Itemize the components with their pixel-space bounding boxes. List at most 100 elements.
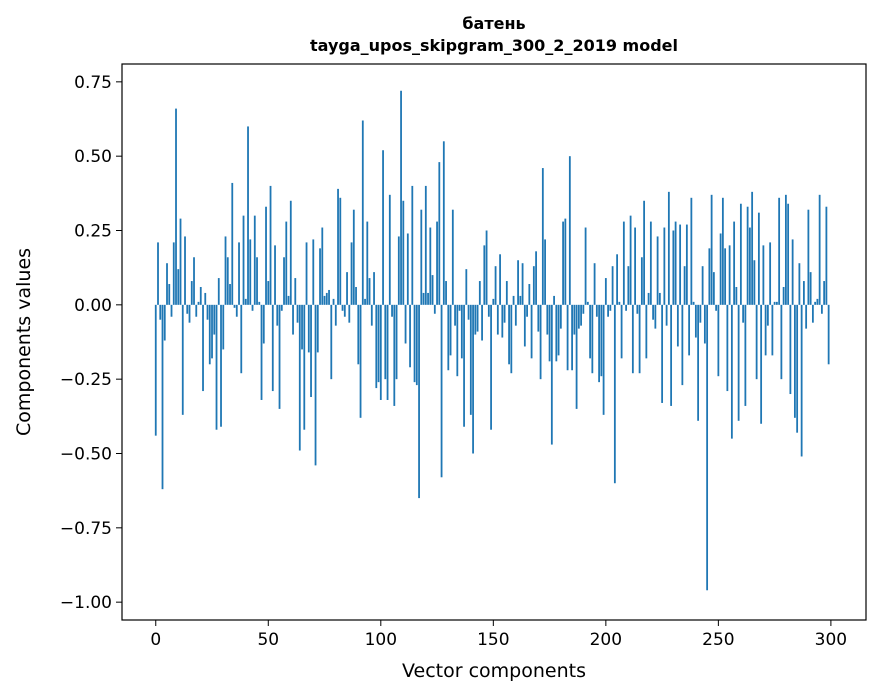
- bar: [206, 304, 209, 320]
- y-tick-label: −0.25: [60, 370, 112, 390]
- bar: [600, 304, 603, 377]
- bar: [814, 301, 817, 305]
- bar: [485, 230, 488, 305]
- bar: [193, 257, 195, 305]
- bar: [771, 304, 774, 356]
- bar: [330, 304, 333, 380]
- bar: [778, 197, 781, 305]
- bar: [580, 304, 582, 326]
- bar: [681, 304, 684, 386]
- bar: [244, 298, 247, 305]
- bar: [404, 304, 407, 344]
- bar: [445, 281, 447, 305]
- bar: [226, 257, 229, 305]
- bar: [748, 227, 751, 305]
- bar: [800, 304, 803, 457]
- bar: [791, 239, 794, 305]
- bar: [397, 236, 400, 305]
- bar: [370, 304, 373, 326]
- bar: [359, 304, 362, 418]
- bar: [811, 304, 814, 323]
- x-tick-label: 100: [365, 630, 397, 650]
- bar: [739, 203, 742, 305]
- bar: [163, 304, 166, 341]
- bar: [269, 185, 272, 305]
- x-tick-label: 0: [150, 630, 161, 650]
- bar: [161, 304, 164, 490]
- bar: [710, 194, 713, 305]
- bar: [420, 209, 423, 305]
- bar: [751, 191, 754, 305]
- bar: [562, 221, 564, 305]
- bar: [726, 304, 729, 392]
- bar: [535, 251, 537, 305]
- bar: [409, 304, 411, 368]
- bar: [769, 242, 772, 305]
- bar: [215, 304, 218, 430]
- y-tick-label: −0.50: [60, 444, 112, 464]
- bar: [501, 304, 504, 338]
- bar: [195, 304, 198, 317]
- bar: [478, 281, 481, 305]
- bar: [154, 304, 157, 436]
- bar: [172, 242, 175, 305]
- bar: [199, 286, 202, 305]
- bar: [672, 230, 675, 305]
- bar: [298, 304, 301, 451]
- bar: [706, 304, 709, 591]
- bar: [375, 304, 378, 389]
- bar: [573, 304, 576, 335]
- bar: [656, 236, 659, 305]
- bar: [197, 301, 200, 305]
- bar: [310, 304, 312, 398]
- bar: [528, 284, 531, 305]
- bar: [442, 141, 445, 305]
- bar: [280, 304, 283, 311]
- bar: [598, 304, 600, 383]
- bar: [217, 278, 220, 305]
- bar: [757, 212, 760, 305]
- bar: [818, 194, 821, 305]
- bar: [186, 304, 189, 314]
- bar: [526, 304, 528, 317]
- bar: [683, 266, 686, 305]
- bar: [494, 266, 497, 305]
- bar: [472, 304, 474, 454]
- x-tick-label: 150: [477, 630, 509, 650]
- bar: [350, 242, 353, 305]
- bar: [593, 263, 596, 305]
- bar: [611, 266, 614, 305]
- bar: [793, 304, 796, 418]
- bar: [503, 304, 506, 323]
- bar: [665, 304, 668, 326]
- bar: [465, 269, 468, 305]
- bar: [242, 215, 245, 305]
- bar: [422, 292, 425, 305]
- bar: [658, 292, 661, 305]
- bar: [382, 150, 384, 305]
- bar: [258, 301, 261, 305]
- bar: [328, 289, 330, 305]
- bar: [271, 304, 274, 392]
- bar: [339, 197, 342, 305]
- bar: [724, 248, 727, 305]
- bar: [775, 301, 778, 305]
- bar: [233, 304, 236, 308]
- bar: [474, 304, 477, 335]
- bar: [391, 304, 393, 317]
- bar: [514, 304, 517, 326]
- bar: [395, 304, 398, 380]
- bar: [647, 292, 650, 305]
- bar: [742, 304, 745, 323]
- bar: [305, 242, 308, 305]
- bar: [703, 304, 706, 344]
- y-tick-label: 0.00: [74, 296, 112, 316]
- bar: [645, 304, 648, 359]
- bar: [679, 224, 682, 305]
- bar: [550, 304, 553, 445]
- bar: [546, 304, 549, 335]
- bar: [746, 206, 749, 305]
- bar: [577, 304, 580, 329]
- bar: [418, 304, 420, 499]
- bar: [602, 304, 605, 415]
